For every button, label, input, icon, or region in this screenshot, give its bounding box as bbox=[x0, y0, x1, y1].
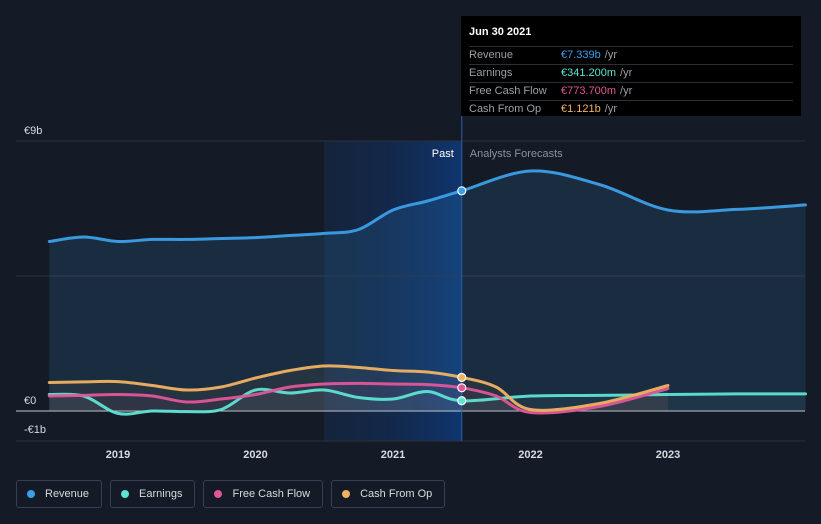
tooltip-label: Cash From Op bbox=[469, 103, 542, 115]
tooltip-date: Jun 30 2021 bbox=[469, 24, 793, 47]
tooltip-row-free-cash-flow: Free Cash Flow €773.700m /yr bbox=[469, 83, 793, 101]
tooltip-value: €341.200m bbox=[561, 67, 617, 79]
tooltip-unit: /yr bbox=[620, 85, 633, 97]
legend-label: Free Cash Flow bbox=[232, 488, 311, 500]
cash-from-op-point bbox=[457, 372, 467, 382]
revenue-point bbox=[457, 186, 467, 196]
tooltip-value: €7.339b bbox=[561, 49, 601, 61]
tooltip-label: Free Cash Flow bbox=[469, 85, 547, 97]
legend-label: Cash From Op bbox=[360, 488, 433, 500]
legend-item-free-cash-flow[interactable]: Free Cash Flow bbox=[203, 480, 324, 508]
series-fills bbox=[49, 170, 806, 415]
earnings-point bbox=[457, 396, 467, 406]
grid-lines bbox=[16, 140, 805, 442]
x-tick-label: 2023 bbox=[656, 449, 680, 461]
tooltip-value: €1.121b bbox=[561, 103, 601, 115]
tooltip-unit: /yr bbox=[604, 49, 617, 61]
legend-item-earnings[interactable]: Earnings bbox=[110, 480, 196, 508]
past-label: Past bbox=[432, 148, 454, 160]
tooltip-label: Revenue bbox=[469, 49, 514, 61]
tooltip-label: Earnings bbox=[469, 67, 513, 79]
legend-item-revenue[interactable]: Revenue bbox=[16, 480, 103, 508]
earnings-line bbox=[47, 387, 807, 416]
y-axis-ticks: €9b €0 -€1b bbox=[24, 125, 46, 436]
legend-label: Revenue bbox=[45, 488, 90, 500]
free-cash-flow-line bbox=[47, 381, 670, 415]
past-region-gradient bbox=[324, 141, 462, 441]
x-tick-label: 2022 bbox=[518, 449, 542, 461]
x-tick-label: 2019 bbox=[106, 449, 130, 461]
legend-label: Earnings bbox=[139, 488, 183, 500]
revenue-line bbox=[47, 169, 807, 244]
x-tick-label: 2021 bbox=[381, 449, 405, 461]
chart-legend: Revenue Earnings Free Cash Flow Cash Fro… bbox=[16, 480, 453, 508]
highlight-markers bbox=[457, 186, 467, 406]
series-lines bbox=[47, 169, 807, 416]
tooltip-panel: Jun 30 2021 Revenue €7.339b /yr Earnings… bbox=[461, 16, 801, 116]
y-tick-label: -€1b bbox=[24, 424, 46, 436]
y-tick-label: €0 bbox=[24, 395, 36, 407]
tooltip-value: €773.700m bbox=[561, 85, 617, 97]
x-tick-label: 2020 bbox=[243, 449, 267, 461]
legend-dot-icon bbox=[27, 490, 35, 498]
revenue-area bbox=[49, 170, 806, 411]
y-tick-label: €9b bbox=[24, 125, 42, 137]
tooltip-row-revenue: Revenue €7.339b /yr bbox=[469, 47, 793, 65]
cash-from-op-line bbox=[47, 364, 670, 412]
legend-dot-icon bbox=[342, 490, 351, 498]
tooltip-unit: /yr bbox=[604, 103, 617, 115]
legend-dot-icon bbox=[121, 490, 130, 498]
free-cash-flow-point bbox=[457, 383, 467, 393]
tooltip-row-cash-from-op: Cash From Op €1.121b /yr bbox=[469, 101, 793, 118]
tooltip-row-earnings: Earnings €341.200m /yr bbox=[469, 65, 793, 83]
x-axis-ticks: 2019 2020 2021 2022 2023 bbox=[106, 449, 680, 461]
legend-item-cash-from-op[interactable]: Cash From Op bbox=[331, 480, 446, 508]
legend-dot-icon bbox=[214, 490, 223, 498]
forecast-label: Analysts Forecasts bbox=[470, 148, 563, 160]
tooltip-unit: /yr bbox=[620, 67, 633, 79]
